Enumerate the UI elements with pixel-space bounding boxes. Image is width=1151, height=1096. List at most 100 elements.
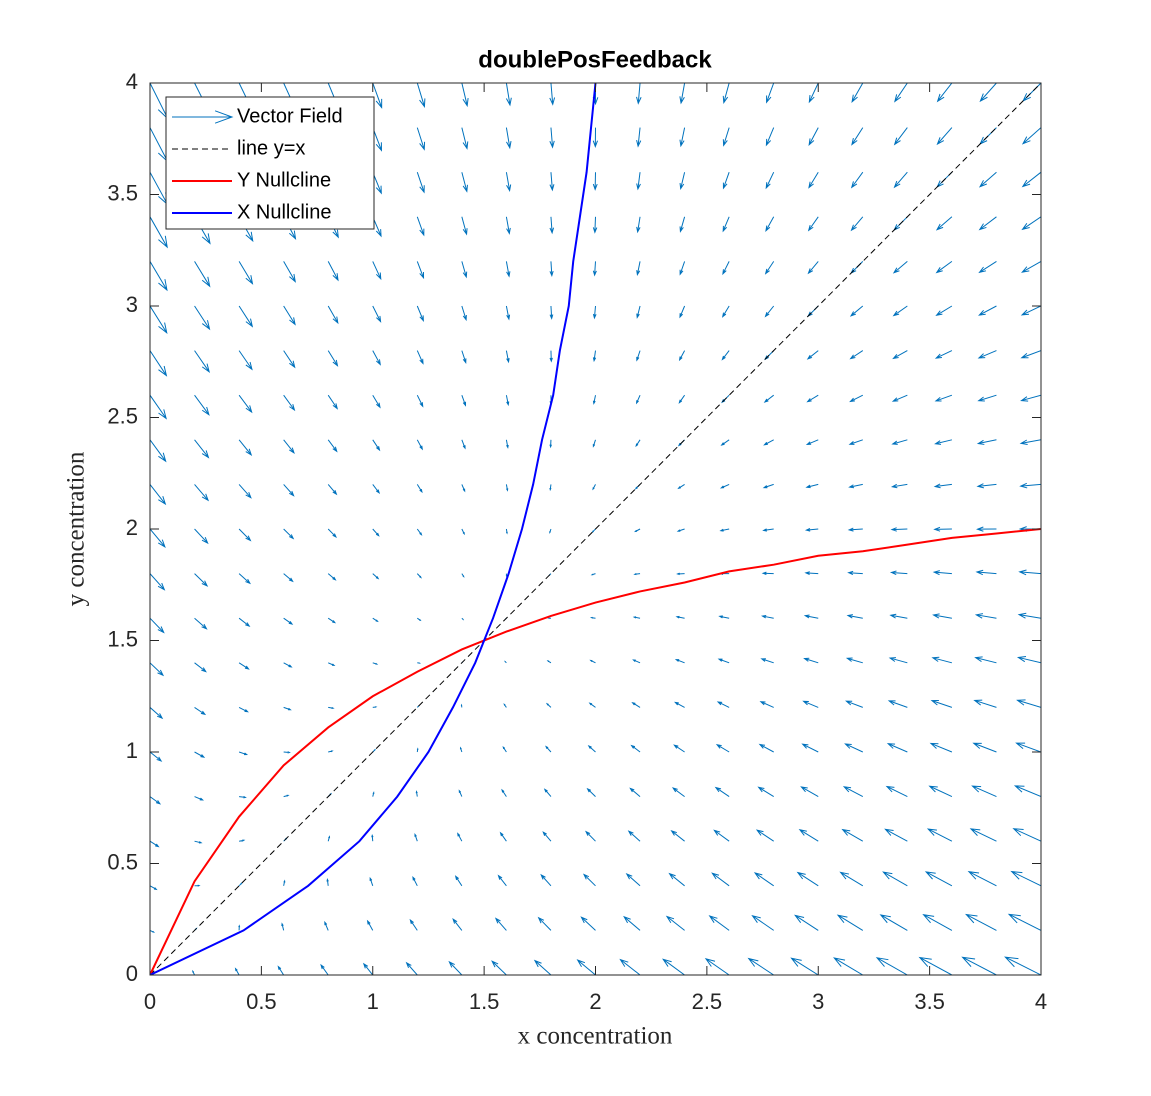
vector-arrow xyxy=(847,570,863,576)
vector-arrow xyxy=(1010,870,1041,887)
vector-arrow xyxy=(842,786,864,798)
vector-arrow xyxy=(636,216,641,234)
vector-arrow xyxy=(504,660,507,664)
vector-arrow xyxy=(549,484,552,492)
vector-arrow xyxy=(505,216,511,235)
vector-arrow xyxy=(935,260,953,274)
vector-arrow xyxy=(976,483,997,489)
vector-arrow xyxy=(549,216,555,235)
vector-arrow xyxy=(1017,612,1041,619)
vector-arrow xyxy=(592,484,596,491)
vector-arrow xyxy=(283,573,294,583)
vector-arrow xyxy=(372,617,379,623)
vector-arrow xyxy=(807,261,819,275)
vector-arrow xyxy=(458,789,463,797)
vector-arrow xyxy=(760,658,774,664)
vector-arrow xyxy=(935,305,953,317)
vector-arrow xyxy=(922,913,953,931)
vector-arrow xyxy=(591,528,596,533)
vector-arrow xyxy=(800,786,819,798)
vector-arrow xyxy=(849,350,864,360)
vector-arrow xyxy=(888,657,908,664)
vector-arrow xyxy=(719,528,730,532)
vector-arrow xyxy=(631,701,641,708)
vector-arrow xyxy=(715,744,730,753)
vector-arrow xyxy=(372,791,375,797)
vector-arrow xyxy=(676,528,685,532)
vector-arrow xyxy=(549,305,554,320)
vector-arrow xyxy=(283,706,292,711)
legend-swatch xyxy=(172,110,234,124)
vector-arrow xyxy=(417,617,422,622)
vector-arrow xyxy=(1012,828,1041,842)
vector-arrow xyxy=(416,350,424,365)
curve xyxy=(150,83,597,975)
vector-arrow xyxy=(977,350,997,359)
vector-arrow xyxy=(762,483,774,489)
vector-arrow xyxy=(238,350,253,371)
vector-arrow xyxy=(1015,742,1041,753)
vector-arrow xyxy=(879,914,908,931)
vector-arrow xyxy=(592,395,596,405)
vector-arrow xyxy=(757,786,774,798)
vector-arrow xyxy=(932,570,952,576)
vector-arrow xyxy=(978,260,997,274)
vector-arrow xyxy=(503,703,507,708)
vector-arrow xyxy=(634,528,641,533)
vector-arrow xyxy=(711,872,730,887)
legend-box xyxy=(165,96,375,230)
vector-arrow xyxy=(636,350,641,362)
vector-arrow xyxy=(588,702,596,708)
vector-arrow xyxy=(764,305,775,318)
vector-arrow xyxy=(414,833,418,842)
vector-arrow xyxy=(974,613,997,619)
vector-arrow xyxy=(1004,956,1041,975)
vector-arrow xyxy=(708,915,730,931)
vector-arrow xyxy=(961,956,997,975)
vector-arrow xyxy=(238,439,253,457)
vector-arrow xyxy=(549,350,553,363)
vector-arrow xyxy=(549,261,554,278)
vector-arrow xyxy=(416,127,426,151)
vector-arrow xyxy=(679,127,686,148)
vector-arrow xyxy=(1019,482,1041,489)
vector-arrow xyxy=(416,394,424,408)
vector-arrow xyxy=(416,484,423,494)
y-tick-label: 0.5 xyxy=(107,849,138,874)
vector-arrow xyxy=(369,876,374,886)
vector-arrow xyxy=(150,305,168,334)
vector-arrow xyxy=(673,744,685,753)
vector-arrow xyxy=(665,915,685,931)
vector-arrow xyxy=(589,659,596,664)
vector-arrow xyxy=(753,872,774,887)
vector-arrow xyxy=(1020,394,1041,402)
vector-arrow xyxy=(884,828,908,842)
vector-arrow xyxy=(327,662,336,666)
vector-arrow xyxy=(635,394,641,405)
vector-arrow xyxy=(238,261,254,285)
vector-arrow xyxy=(327,617,337,624)
vector-arrow xyxy=(283,394,296,412)
vector-arrow xyxy=(505,573,508,578)
vector-arrow xyxy=(936,83,953,103)
legend: Vector Field line y=x Y Nullcline X Nullcli… xyxy=(165,96,375,230)
vector-arrow xyxy=(320,963,329,975)
vector-arrow xyxy=(416,172,425,194)
vector-arrow xyxy=(849,394,864,403)
vector-arrow xyxy=(461,172,468,193)
vector-arrow xyxy=(239,795,247,799)
x-tick-label: 2.5 xyxy=(692,989,723,1014)
vector-arrow xyxy=(668,872,685,887)
vector-arrow xyxy=(892,261,908,274)
vector-arrow xyxy=(327,484,338,496)
vector-arrow xyxy=(978,216,997,231)
vector-arrow xyxy=(836,914,864,931)
vector-arrow xyxy=(808,171,819,189)
vector-arrow xyxy=(283,617,294,625)
vector-arrow xyxy=(933,483,952,489)
y-tick-label: 4 xyxy=(126,69,138,94)
vector-arrow xyxy=(619,958,641,975)
vector-arrow xyxy=(372,439,381,452)
chart-title: doublePosFeedback xyxy=(478,46,712,73)
